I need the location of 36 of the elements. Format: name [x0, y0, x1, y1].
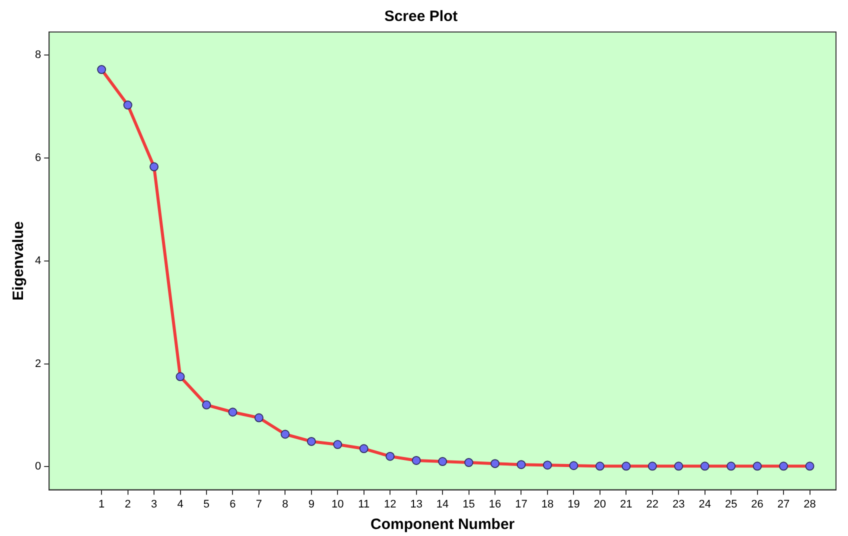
x-tick-label: 5 [203, 498, 210, 510]
x-tick-label: 27 [777, 498, 790, 510]
y-tick-label: 6 [34, 152, 42, 164]
x-tick-label: 4 [177, 498, 184, 510]
x-tick-label: 12 [384, 498, 396, 510]
x-tick-label: 7 [256, 498, 262, 510]
x-tick-label: 6 [230, 498, 236, 510]
x-tick-label: 24 [698, 498, 711, 510]
x-tick-label: 15 [462, 498, 475, 510]
x-tick-label: 8 [282, 498, 288, 510]
y-tick-label: 4 [34, 254, 42, 267]
x-tick-label: 16 [488, 498, 502, 510]
x-tick-label: 28 [804, 498, 816, 510]
x-tick-label: 18 [541, 498, 554, 510]
y-tick-label: 8 [34, 49, 42, 62]
x-tick-label: 19 [568, 498, 580, 510]
x-tick-label: 2 [124, 498, 131, 510]
x-tick-label: 11 [358, 498, 370, 510]
x-tick-label: 14 [436, 498, 449, 510]
x-tick-label: 23 [672, 498, 685, 510]
y-axis-title: Eigenvalue [10, 221, 28, 300]
x-tick-label: 25 [724, 498, 738, 510]
x-tick-label: 26 [751, 498, 764, 510]
x-axis-title: Component Number [370, 516, 515, 534]
x-tick-label: 13 [410, 498, 422, 510]
x-tick-label: 10 [332, 498, 344, 510]
x-tick-label: 17 [515, 498, 528, 510]
chart-title: Scree Plot [384, 8, 458, 26]
x-tick-label: 20 [594, 498, 606, 510]
y-tick-label: 2 [34, 358, 42, 370]
x-tick-label: 3 [150, 498, 158, 510]
x-tick-label: 1 [98, 498, 105, 510]
y-tick-label: 0 [34, 460, 42, 473]
x-tick-label: 21 [620, 498, 632, 510]
x-tick-label: 9 [308, 498, 314, 510]
x-tick-label: 22 [646, 498, 659, 510]
